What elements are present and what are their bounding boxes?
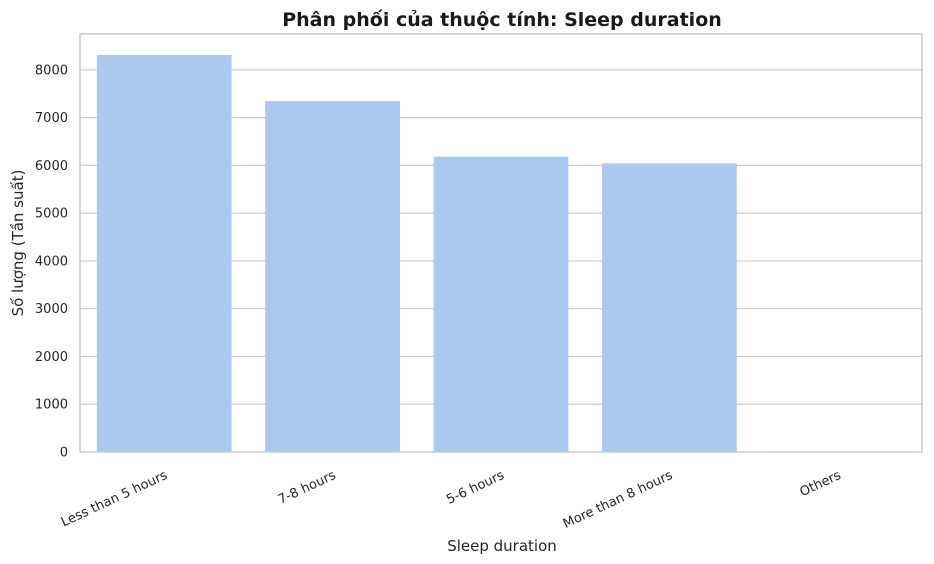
x-tick-label: Less than 5 hours <box>59 468 170 530</box>
x-tick-labels: Less than 5 hours 7-8 hours 5-6 hours More … <box>59 468 844 532</box>
plot-frame <box>79 33 923 453</box>
x-tick-label: More than 8 hours <box>561 468 675 532</box>
y-tick-label: 4000 <box>35 254 68 269</box>
x-tick-label: 5-6 hours <box>444 468 507 508</box>
bar <box>96 55 232 452</box>
y-tick-label: 0 <box>60 446 68 461</box>
y-tick-label: 6000 <box>35 159 68 174</box>
chart-title: Phân phối của thuộc tính: Sleep duration <box>282 8 722 31</box>
x-tick-label: Others <box>798 468 844 500</box>
x-axis-label: Sleep duration <box>447 537 557 555</box>
y-tick-labels: 0 1000 2000 3000 4000 5000 6000 7000 8000 <box>35 63 68 460</box>
bar <box>602 163 737 453</box>
y-tick-label: 5000 <box>35 207 68 222</box>
x-tick-label: 7-8 hours <box>276 468 339 508</box>
y-tick-label: 1000 <box>35 398 68 413</box>
bar <box>433 156 569 452</box>
y-tick-label: 7000 <box>35 111 68 126</box>
y-tick-label: 3000 <box>35 302 68 317</box>
bar <box>265 101 400 453</box>
y-tick-label: 8000 <box>35 63 68 78</box>
bars <box>96 55 906 453</box>
y-tick-label: 2000 <box>35 350 68 365</box>
y-axis-label: Số lượng (Tần suất) <box>9 170 27 317</box>
